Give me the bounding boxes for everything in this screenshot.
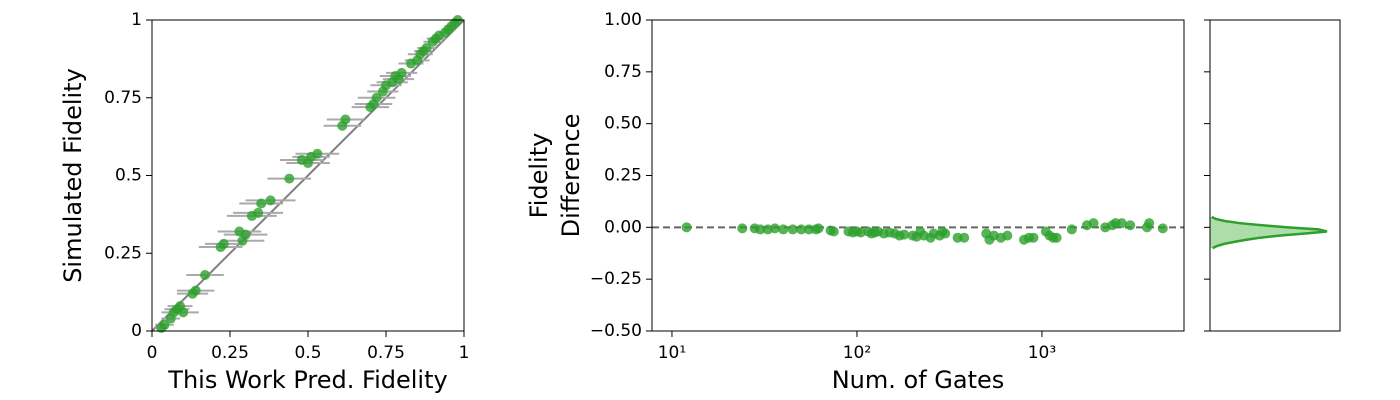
point [813,223,824,234]
y-axis-label: Difference [557,114,585,238]
point [371,92,382,103]
y-tick-label: −0.25 [590,269,642,289]
y-tick-label: 1.00 [604,10,642,30]
point [803,224,814,235]
y-tick-label: 0.25 [104,243,142,263]
point [190,285,201,296]
x-tick-label: 1 [459,343,470,363]
point [755,224,766,235]
point [284,173,295,184]
x-axis-label: This Work Pred. Fidelity [167,366,447,394]
y-tick-label: 0.75 [604,62,642,82]
point [265,195,276,206]
point [253,207,264,218]
identity-line [151,19,465,332]
y-tick-label: −0.50 [590,321,642,341]
point [855,227,866,238]
point [959,232,970,243]
point [178,307,189,318]
x-tick-label: 10³ [1028,343,1056,363]
x-axis-label: Num. of Gates [832,366,1005,394]
x-tick-label: 10² [843,343,871,363]
y-tick-label: 0.50 [604,114,642,134]
point [421,42,432,53]
y-tick-label: 1 [131,10,142,30]
point [159,319,170,330]
point [940,228,951,239]
point [1002,230,1013,241]
point [240,229,251,240]
point [1116,218,1127,229]
plot-frame [651,19,1185,332]
point [1088,218,1099,229]
point [200,270,211,281]
point [1144,218,1155,229]
point [340,114,351,125]
point [796,224,807,235]
y-tick-label: 0.5 [115,166,142,186]
y-axis-label: Fidelity [525,133,553,219]
point [1028,232,1039,243]
point [396,67,407,78]
x-tick-label: 0.25 [211,343,249,363]
y-tick-label: 0 [131,321,142,341]
point [1157,223,1168,234]
point [737,223,748,234]
plot-frame [151,19,465,332]
point [1051,232,1062,243]
x-tick-label: 0.75 [367,343,405,363]
point [828,226,839,237]
point [778,224,789,235]
point [899,229,910,240]
x-tick-label: 0 [147,343,158,363]
point [787,224,798,235]
point [256,198,267,209]
point [681,222,692,233]
density-line [1211,215,1328,250]
point [1066,224,1077,235]
point [1125,220,1136,231]
point [769,223,780,234]
point [312,148,323,159]
plot-frame [1209,19,1341,332]
point [218,238,229,249]
y-tick-label: 0.00 [604,217,642,237]
x-tick-label: 10¹ [658,343,686,363]
y-tick-label: 0.75 [104,88,142,108]
y-axis-label: Simulated Fidelity [59,68,87,283]
x-tick-label: 0.5 [294,343,321,363]
y-tick-label: 0.25 [604,166,642,186]
